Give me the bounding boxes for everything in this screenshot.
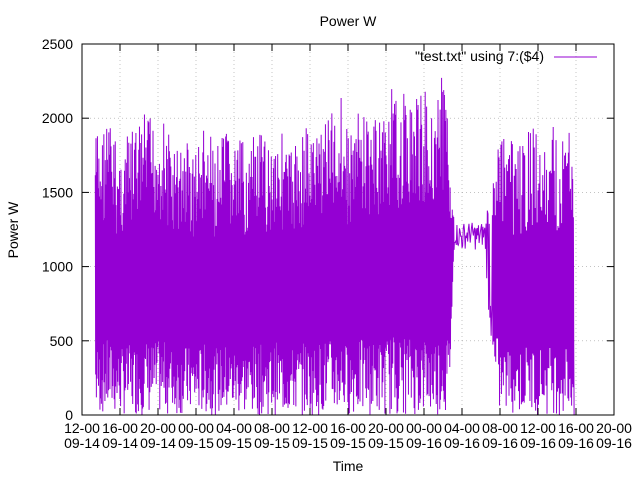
y-tick-label: 2500 xyxy=(42,36,73,52)
x-tick-label-time: 20-00 xyxy=(368,420,404,436)
x-axis-ticks: 12-0009-1416-0009-1420-0009-1400-0009-15… xyxy=(64,44,632,451)
series-group xyxy=(94,77,575,416)
y-tick-label: 0 xyxy=(65,407,73,423)
x-tick-label-time: 16-00 xyxy=(330,420,366,436)
y-tick-label: 500 xyxy=(50,333,74,349)
x-tick-label-date: 09-14 xyxy=(64,435,100,451)
x-tick-label-time: 12-00 xyxy=(64,420,100,436)
x-tick-label-date: 09-15 xyxy=(368,435,404,451)
x-tick-label-time: 16-00 xyxy=(558,420,594,436)
x-tick-label-date: 09-16 xyxy=(520,435,556,451)
x-tick-label-date: 09-16 xyxy=(444,435,480,451)
x-tick-label-time: 08-00 xyxy=(254,420,290,436)
x-tick-label-date: 09-14 xyxy=(102,435,138,451)
x-tick-label-date: 09-16 xyxy=(558,435,594,451)
x-tick-label-date: 09-15 xyxy=(292,435,328,451)
y-tick-label: 2000 xyxy=(42,110,73,126)
x-tick-label-date: 09-16 xyxy=(406,435,442,451)
x-tick-label-time: 12-00 xyxy=(520,420,556,436)
x-tick-label-date: 09-14 xyxy=(140,435,176,451)
x-tick-label-time: 00-00 xyxy=(178,420,214,436)
y-tick-label: 1500 xyxy=(42,184,73,200)
y-axis-label: Power W xyxy=(5,201,21,259)
x-tick-label-time: 12-00 xyxy=(292,420,328,436)
x-axis-label: Time xyxy=(333,458,364,474)
x-tick-label-date: 09-15 xyxy=(330,435,366,451)
x-tick-label-date: 09-15 xyxy=(216,435,252,451)
x-tick-label-date: 09-16 xyxy=(482,435,518,451)
x-tick-label-time: 20-00 xyxy=(596,420,632,436)
y-axis-ticks: 0 500 1000 1500 2000 2500 xyxy=(42,36,614,423)
y-tick-label: 1000 xyxy=(42,259,73,275)
x-tick-label-time: 20-00 xyxy=(140,420,176,436)
legend-label: "test.txt" using 7:($4) xyxy=(415,48,544,64)
legend: "test.txt" using 7:($4) xyxy=(415,48,597,64)
chart-title: Power W xyxy=(320,13,378,29)
x-tick-label-date: 09-15 xyxy=(178,435,214,451)
x-tick-label-date: 09-15 xyxy=(254,435,290,451)
x-tick-label-time: 08-00 xyxy=(482,420,518,436)
x-tick-label-date: 09-16 xyxy=(596,435,632,451)
x-tick-label-time: 04-00 xyxy=(444,420,480,436)
x-tick-label-time: 00-00 xyxy=(406,420,442,436)
x-tick-label-time: 16-00 xyxy=(102,420,138,436)
x-tick-label-time: 04-00 xyxy=(216,420,252,436)
series-line xyxy=(94,77,575,416)
